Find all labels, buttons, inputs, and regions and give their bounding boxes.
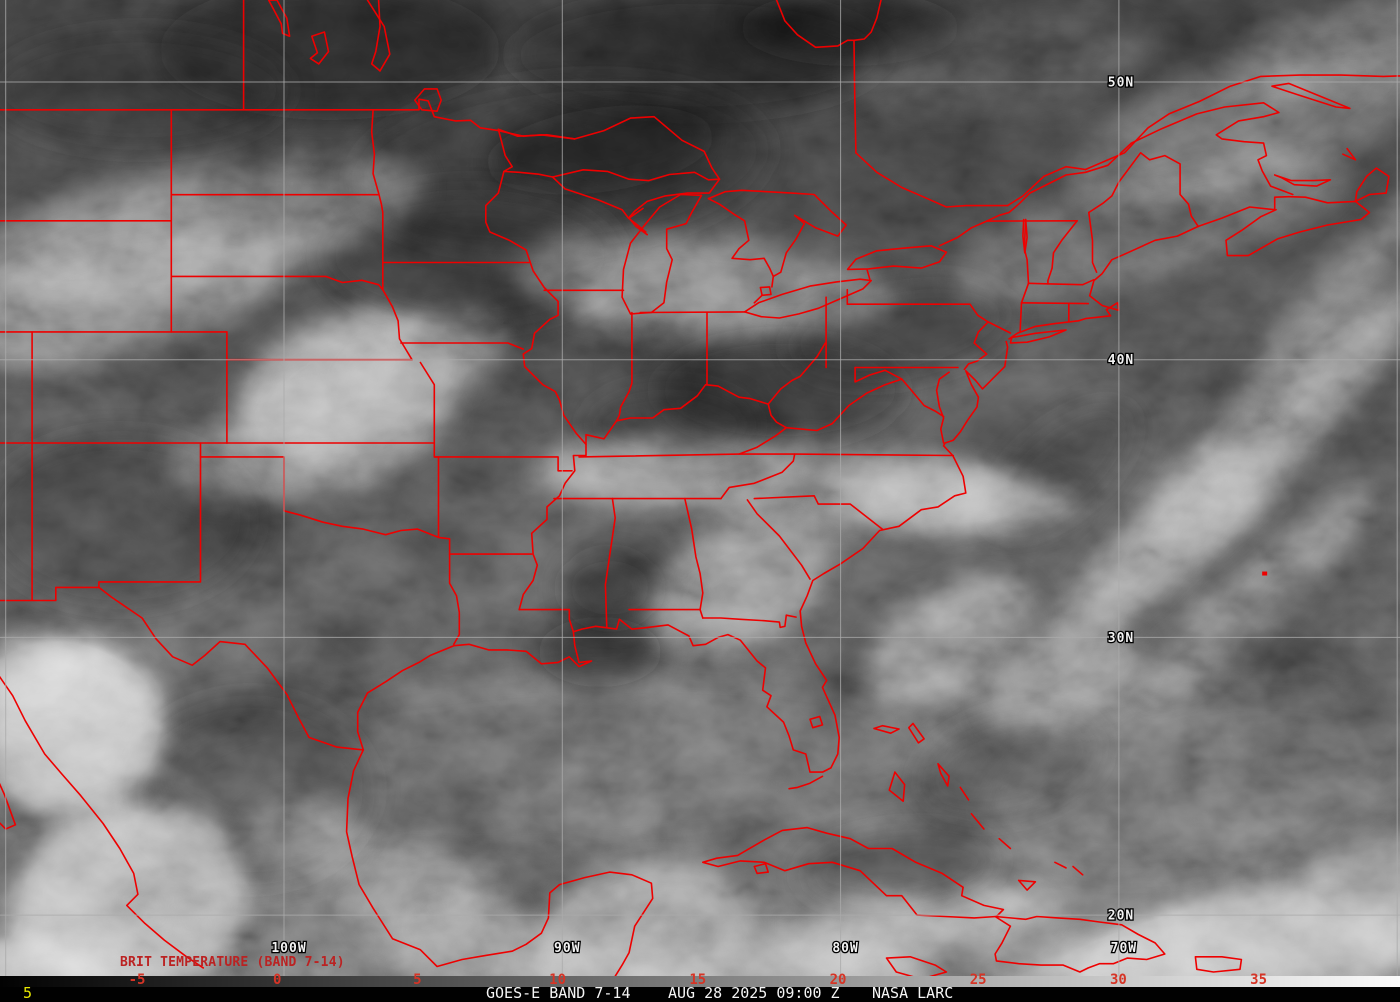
colorbar-tick-label: 5 [387, 972, 447, 988]
lon-label-100W: 100W [271, 941, 306, 956]
colorbar-tick-label: -5 [107, 972, 167, 988]
bermuda-dot [1262, 572, 1267, 576]
colorbar-tick-label: 0 [247, 972, 307, 988]
map-outline-path [1022, 303, 1089, 304]
lat-label-50N: 50N [1108, 76, 1134, 91]
lat-label-40N: 40N [1108, 353, 1134, 368]
map-outline-path [640, 312, 744, 313]
frame-number: 5 [23, 987, 32, 1000]
colorbar-tick-label: 25 [948, 972, 1008, 988]
lon-label-90W: 90W [554, 941, 580, 956]
brit-temperature-caption: BRIT TEMPERATURE (BAND 7-14) [120, 955, 345, 970]
product-label: GOES-E BAND 7-14 [486, 987, 631, 1000]
datetime-label: AUG 28 2025 09:00 Z [668, 987, 840, 1000]
source-label: NASA LARC [872, 987, 953, 1000]
colorbar-tick-label: 30 [1088, 972, 1148, 988]
lat-label-30N: 30N [1108, 631, 1134, 646]
lon-label-70W: 70W [1111, 941, 1137, 956]
colorbar-tick-label: 35 [1229, 972, 1289, 988]
lon-label-80W: 80W [832, 941, 858, 956]
lat-label-20N: 20N [1108, 909, 1134, 924]
noise-texture-fine [0, 0, 1400, 976]
satellite-imagery: 50N 40N 30N 20N 100W 90W 80W 70W [0, 0, 1400, 976]
status-bar: 5 GOES-E BAND 7-14 AUG 28 2025 09:00 Z N… [0, 987, 1400, 1000]
